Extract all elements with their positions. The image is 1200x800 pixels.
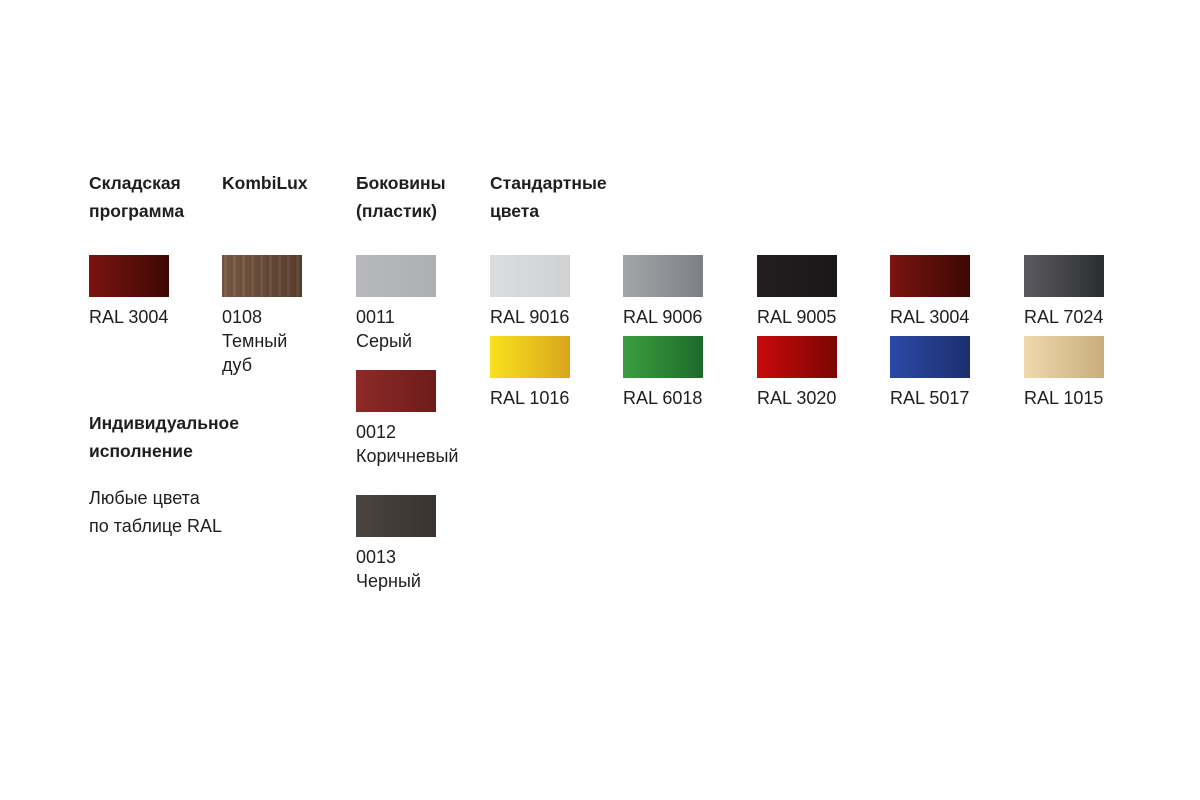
heading-individual: Индивидуальное исполнение <box>89 413 239 461</box>
swatch-standard-2 <box>757 255 837 297</box>
swatch-dark-oak <box>222 255 302 297</box>
label-standard-9: RAL 1015 <box>1024 388 1104 408</box>
swatch-side-0 <box>356 255 436 297</box>
label-side-0: 0011 Серый <box>356 307 413 351</box>
label-standard-0: RAL 9016 <box>490 307 570 327</box>
heading-stock-program: Складская программа <box>89 173 185 221</box>
label-standard-4: RAL 7024 <box>1024 307 1104 327</box>
swatch-standard-6 <box>623 336 703 378</box>
swatch-standard-5 <box>490 336 570 378</box>
label-side-1: 0012 Коричневый <box>356 422 459 466</box>
swatch-standard-0 <box>490 255 570 297</box>
label-standard-2: RAL 9005 <box>757 307 837 327</box>
swatch-standard-4 <box>1024 255 1104 297</box>
label-standard-8: RAL 5017 <box>890 388 970 408</box>
label-standard-5: RAL 1016 <box>490 388 570 408</box>
swatch-standard-8 <box>890 336 970 378</box>
heading-kombilux: KombiLux <box>222 173 308 193</box>
label-standard-3: RAL 3004 <box>890 307 970 327</box>
swatch-side-1 <box>356 370 436 412</box>
label-stock: RAL 3004 <box>89 307 169 327</box>
label-standard-6: RAL 6018 <box>623 388 703 408</box>
swatch-standard-3 <box>890 255 970 297</box>
heading-standard-colors: Стандартные цвета <box>490 173 607 221</box>
swatch-standard-9 <box>1024 336 1104 378</box>
swatch-side-2 <box>356 495 436 537</box>
label-standard-1: RAL 9006 <box>623 307 703 327</box>
swatch-standard-7 <box>757 336 837 378</box>
swatch-standard-1 <box>623 255 703 297</box>
heading-sides: Боковины (пластик) <box>356 173 446 221</box>
label-kombilux: 0108 Темный дуб <box>222 307 288 375</box>
label-standard-7: RAL 3020 <box>757 388 837 408</box>
label-side-2: 0013 Черный <box>356 547 421 591</box>
individual-text: Любые цвета по таблице RAL <box>89 488 223 536</box>
swatch-stock-ral3004 <box>89 255 169 297</box>
